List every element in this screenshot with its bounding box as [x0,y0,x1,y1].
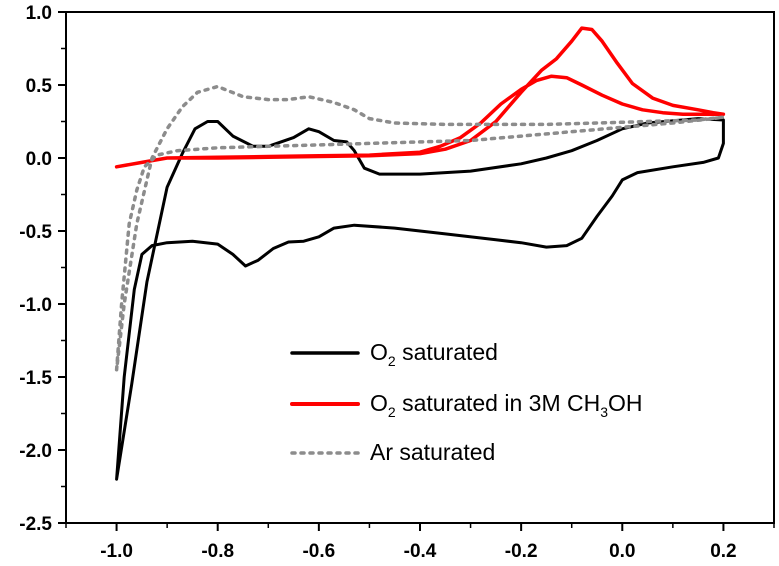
y-tick-label: 0.5 [26,76,53,97]
legend-label-0: O2 saturated [370,339,498,369]
axis-layer: -1.0 -0.8 -0.6 -0.4 -0.2 0.0 0.2 1.0 0.5 0.0 -0.5 -… [19,3,774,562]
y-tick-label: 0.0 [26,149,52,170]
legend: O2 saturated O2 saturated in 3M CH3OH Ar s… [292,339,643,465]
legend-label-2: Ar saturated [370,439,495,465]
y-tick-label: 1.0 [26,3,52,24]
series-line-0 [117,119,724,480]
x-tick-label: 0.0 [609,541,635,562]
x-tick-label: -0.4 [404,541,437,562]
y-tick-label: -1.5 [19,368,52,389]
y-tick-label: -2.5 [19,514,52,535]
series-line-1 [117,28,724,167]
x-tick-label: -1.0 [100,541,133,562]
x-tick-label: -0.8 [201,541,234,562]
x-tick-label: 0.2 [710,541,736,562]
legend-label-1: O2 saturated in 3M CH3OH [370,390,643,420]
series-line-2 [117,87,724,370]
x-tick-label: -0.2 [505,541,538,562]
y-tick-label: -1.0 [19,295,52,316]
y-tick-label: -2.0 [19,441,52,462]
x-tick-label: -0.6 [302,541,335,562]
y-tick-label: -0.5 [19,222,52,243]
